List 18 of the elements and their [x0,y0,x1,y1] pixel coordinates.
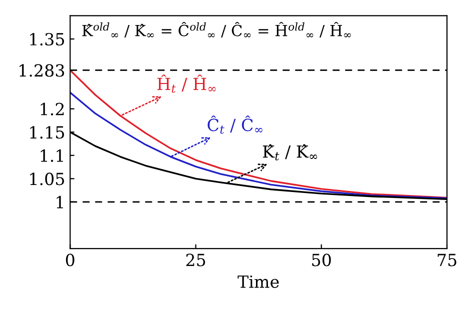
x-tick-label: 75 [438,254,456,266]
y-tick-label: 1.05 [30,172,64,186]
annotation: K̂$_{t}$ / K̂$_{∞}$ [262,144,318,160]
x-tick-label: 50 [312,254,331,266]
y-tick-label: 1.15 [30,126,64,139]
x-tick-label: 0 [66,254,74,266]
annotation: Ĉ$_{t}$ / Ĉ$_{∞}$ [208,116,262,134]
text: K̂$^{old}$$_{∞}$ / K̂$_{∞}$ = Ĉ$^{old}$$_{∞}$ / Ĉ$_{∞}$ = Ĥ$^{old}$$_{∞}$ / Ĥ$_{∞}$ [82,22,351,38]
y-tick-label: 1 [56,196,63,208]
y-tick-label: 1.283 [20,64,64,77]
y-tick-label: 1.1 [40,149,63,162]
annotation: Ĥ$_{t}$ / Ĥ$_{∞}$ [157,74,216,93]
line-series [70,69,447,199]
y-tick-label: 1.2 [40,102,64,116]
x-axis-title: Time [238,275,279,288]
y-tick-label: 1.35 [30,32,64,46]
x-tick-label: 25 [186,254,206,266]
line-series [70,92,447,200]
